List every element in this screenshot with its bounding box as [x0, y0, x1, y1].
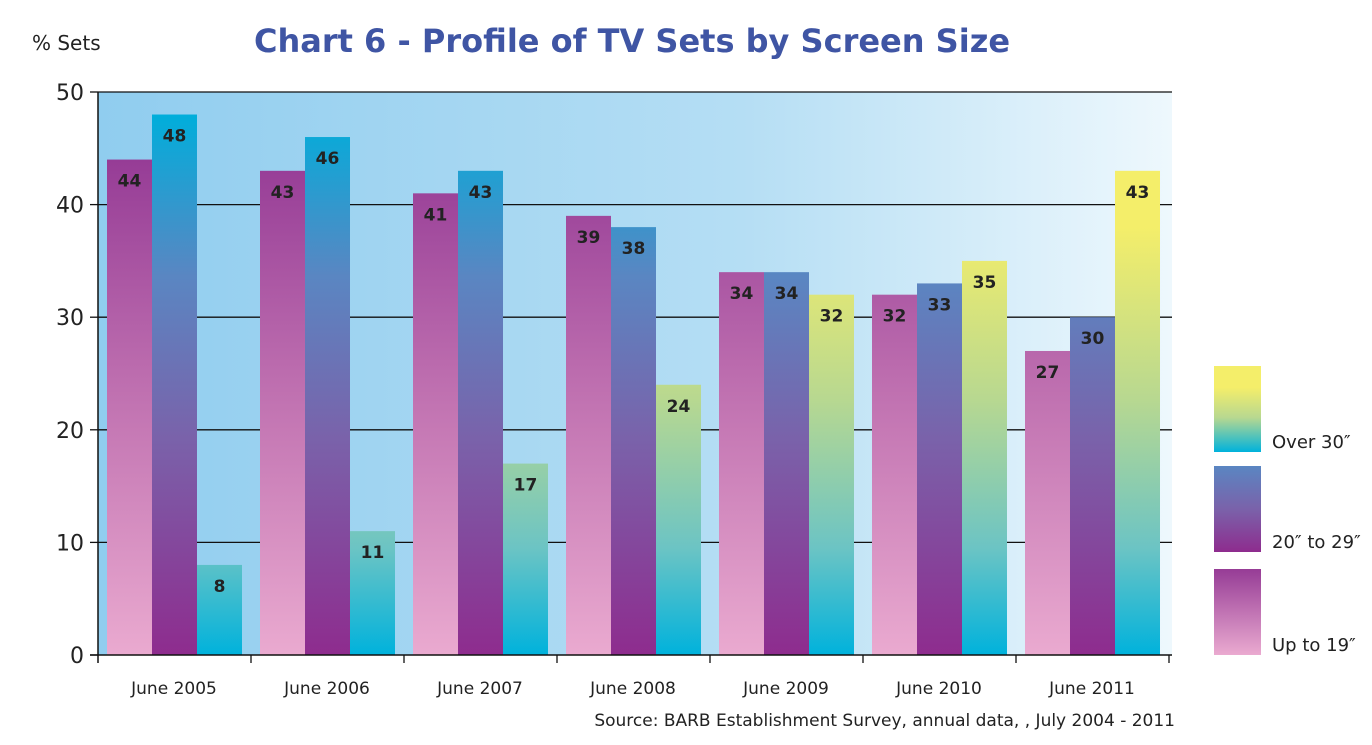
x-tick-label: June 2006 [283, 679, 370, 699]
bar [872, 294, 917, 655]
bar [305, 137, 350, 656]
bar [197, 564, 242, 655]
x-tick-label: June 2011 [1048, 679, 1135, 699]
data-label: 43 [1126, 183, 1150, 203]
bar [458, 170, 503, 655]
legend-swatch [1214, 466, 1261, 552]
legend-label: Up to 19″ [1272, 635, 1356, 656]
data-label: 43 [469, 183, 493, 203]
bar [764, 272, 809, 655]
legend-label: Over 30″ [1272, 432, 1351, 453]
data-label: 34 [775, 284, 799, 304]
data-label: 35 [973, 273, 997, 293]
x-tick-label: June 2005 [130, 679, 217, 699]
x-tick-label: June 2008 [589, 679, 676, 699]
bar [656, 384, 701, 655]
data-label: 24 [667, 397, 691, 417]
bar [350, 531, 395, 655]
bar [611, 227, 656, 655]
data-label: 34 [730, 284, 754, 304]
data-label: 30 [1081, 329, 1105, 349]
bar [1025, 350, 1070, 655]
y-tick-label: 30 [56, 306, 84, 331]
bar [503, 463, 548, 655]
data-label: 17 [514, 476, 538, 496]
bar [917, 283, 962, 655]
bar [962, 260, 1007, 655]
source-note: Source: BARB Establishment Survey, annua… [594, 711, 1175, 731]
x-tick-label: June 2007 [436, 679, 523, 699]
y-tick-label: 20 [56, 419, 84, 444]
data-label: 8 [214, 577, 226, 597]
data-label: 32 [883, 307, 907, 327]
chart-title: Chart 6 - Profile of TV Sets by Screen S… [254, 22, 1010, 60]
legend-label: 20″ to 29″ [1272, 532, 1361, 553]
y-tick-label: 10 [56, 531, 84, 556]
bar [152, 114, 197, 655]
y-tick-label: 0 [70, 644, 84, 669]
data-label: 41 [424, 205, 448, 225]
data-label: 32 [820, 307, 844, 327]
data-label: 48 [163, 127, 187, 147]
data-label: 46 [316, 149, 340, 169]
data-label: 11 [361, 543, 385, 563]
y-tick-label: 40 [56, 194, 84, 219]
legend-swatch [1214, 366, 1261, 452]
y-axis-label: % Sets [32, 31, 101, 55]
data-label: 43 [271, 183, 295, 203]
bar [719, 272, 764, 655]
data-label: 38 [622, 239, 646, 259]
x-tick-label: June 2010 [895, 679, 982, 699]
data-label: 39 [577, 228, 601, 248]
bar [809, 294, 854, 655]
data-label: 27 [1036, 363, 1060, 383]
bar [566, 215, 611, 656]
bar [260, 170, 305, 655]
y-tick-label: 50 [56, 81, 84, 106]
data-label: 33 [928, 295, 952, 315]
data-label: 44 [118, 172, 142, 192]
bar [1070, 317, 1115, 655]
bar [107, 159, 152, 655]
bar [1115, 170, 1160, 655]
legend-swatch [1214, 569, 1261, 655]
bar [413, 193, 458, 655]
x-tick-label: June 2009 [742, 679, 829, 699]
